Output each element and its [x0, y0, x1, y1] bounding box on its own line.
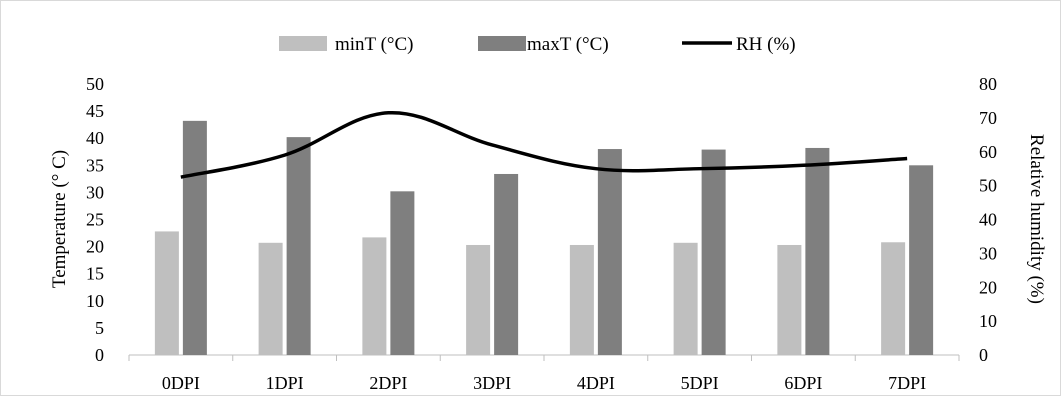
max-temp-bar	[909, 165, 933, 355]
y-tick-label: 5	[95, 318, 104, 338]
x-tick-label: 2DPI	[369, 373, 407, 393]
x-tick-label: 7DPI	[888, 373, 926, 393]
legend-label: RH (%)	[736, 34, 796, 55]
legend-swatch	[478, 36, 526, 51]
x-tick-label: 6DPI	[784, 373, 822, 393]
min-temp-bar	[674, 243, 698, 355]
x-tick-label: 4DPI	[577, 373, 615, 393]
min-temp-bar	[777, 245, 801, 355]
y-tick-label: 25	[86, 210, 104, 230]
y2-tick-label: 80	[979, 74, 997, 94]
y2-tick-label: 20	[979, 277, 997, 297]
y-axis-title: Temperature (° C)	[49, 150, 70, 288]
y-tick-label: 35	[86, 155, 104, 175]
max-temp-bar	[702, 150, 726, 355]
y2-tick-label: 10	[979, 311, 997, 331]
y-tick-label: 0	[95, 345, 104, 365]
max-temp-bar	[287, 137, 311, 355]
max-temp-bar	[805, 148, 829, 355]
x-tick-label: 0DPI	[162, 373, 200, 393]
legend-label: minT (°C)	[335, 34, 414, 55]
legend-label: maxT (°C)	[527, 34, 609, 55]
y2-tick-label: 30	[979, 243, 997, 263]
x-tick-label: 5DPI	[681, 373, 719, 393]
max-temp-bar	[390, 191, 414, 355]
y2-tick-label: 40	[979, 210, 997, 230]
y2-tick-label: 0	[979, 345, 988, 365]
min-temp-bar	[570, 245, 594, 355]
legend-swatch	[279, 36, 327, 51]
y2-axis-title: Relative humidity (%)	[1026, 134, 1047, 304]
y-tick-label: 20	[86, 237, 104, 257]
y2-tick-label: 60	[979, 142, 997, 162]
legend: minT (°C) maxT (°C) RH (%)	[279, 34, 796, 55]
axes: 0DPI 1DPI 2DPI 3DPI 4DPI 5DPI 6DPI 7DPI 0 5 10 15 20…	[86, 74, 997, 393]
x-tick-label: 1DPI	[266, 373, 304, 393]
bars	[155, 121, 933, 355]
min-temp-bar	[362, 237, 386, 355]
max-temp-bar	[494, 174, 518, 355]
min-temp-bar	[259, 243, 283, 355]
max-temp-bar	[183, 121, 207, 355]
y2-tick-label: 50	[979, 176, 997, 196]
y2-tick-label: 70	[979, 108, 997, 128]
y-tick-label: 10	[86, 291, 104, 311]
min-temp-bar	[881, 242, 905, 355]
y-tick-label: 45	[86, 101, 104, 121]
y-tick-label: 50	[86, 74, 104, 94]
y-tick-label: 15	[86, 264, 104, 284]
max-temp-bar	[598, 149, 622, 355]
min-temp-bar	[155, 231, 179, 355]
x-tick-label: 3DPI	[473, 373, 511, 393]
min-temp-bar	[466, 245, 490, 355]
y-tick-label: 40	[86, 128, 104, 148]
y-tick-label: 30	[86, 182, 104, 202]
